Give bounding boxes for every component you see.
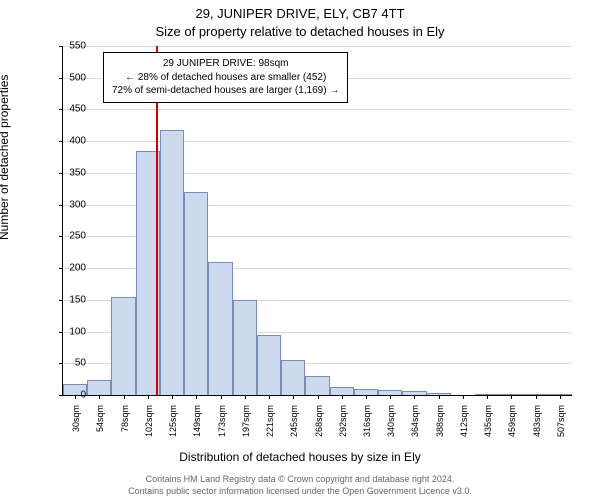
bar — [281, 360, 305, 395]
x-tick-label: 125sqm — [168, 405, 178, 445]
footer-line2: Contains public sector information licen… — [0, 486, 600, 496]
y-tick-label: 250 — [56, 231, 86, 242]
x-tick-mark — [196, 395, 197, 399]
annotation-box: 29 JUNIPER DRIVE: 98sqm ← 28% of detache… — [103, 52, 348, 103]
x-tick-mark — [124, 395, 125, 399]
x-tick-mark — [366, 395, 367, 399]
footer-line1: Contains HM Land Registry data © Crown c… — [0, 474, 600, 484]
x-tick-label: 435sqm — [483, 405, 493, 445]
bar — [184, 192, 208, 395]
x-tick-label: 268sqm — [314, 405, 324, 445]
x-tick-mark — [318, 395, 319, 399]
x-tick-label: 459sqm — [507, 405, 517, 445]
x-tick-mark — [148, 395, 149, 399]
y-tick-label: 550 — [56, 41, 86, 52]
x-tick-label: 245sqm — [289, 405, 299, 445]
x-tick-mark — [536, 395, 537, 399]
x-tick-label: 292sqm — [338, 405, 348, 445]
x-tick-label: 412sqm — [459, 405, 469, 445]
x-tick-mark — [342, 395, 343, 399]
y-tick-label: 0 — [56, 390, 86, 401]
x-tick-mark — [269, 395, 270, 399]
x-tick-mark — [560, 395, 561, 399]
y-tick-label: 500 — [56, 72, 86, 83]
bar — [305, 376, 329, 395]
y-tick-label: 400 — [56, 136, 86, 147]
x-tick-label: 30sqm — [71, 405, 81, 445]
chart-container: 29, JUNIPER DRIVE, ELY, CB7 4TT Size of … — [0, 0, 600, 500]
bar — [87, 380, 111, 395]
x-tick-mark — [172, 395, 173, 399]
y-tick-label: 150 — [56, 294, 86, 305]
bar — [257, 335, 281, 395]
x-tick-mark — [245, 395, 246, 399]
y-axis-label: Number of detached properties — [0, 75, 11, 240]
x-tick-label: 102sqm — [144, 405, 154, 445]
x-tick-label: 221sqm — [265, 405, 275, 445]
bar — [111, 297, 135, 395]
x-tick-label: 316sqm — [362, 405, 372, 445]
x-tick-label: 388sqm — [435, 405, 445, 445]
x-tick-mark — [439, 395, 440, 399]
bar — [233, 300, 257, 395]
annotation-line3: 72% of semi-detached houses are larger (… — [112, 84, 339, 98]
x-tick-label: 364sqm — [410, 405, 420, 445]
chart-title-line1: 29, JUNIPER DRIVE, ELY, CB7 4TT — [0, 6, 600, 21]
annotation-line2: ← 28% of detached houses are smaller (45… — [112, 71, 339, 85]
x-tick-label: 340sqm — [386, 405, 396, 445]
y-tick-label: 300 — [56, 199, 86, 210]
plot-area: 29 JUNIPER DRIVE: 98sqm ← 28% of detache… — [62, 46, 572, 396]
x-tick-label: 507sqm — [556, 405, 566, 445]
annotation-line1: 29 JUNIPER DRIVE: 98sqm — [112, 57, 339, 71]
x-tick-mark — [487, 395, 488, 399]
x-tick-label: 149sqm — [192, 405, 202, 445]
bar — [208, 262, 232, 395]
x-tick-label: 54sqm — [95, 405, 105, 445]
x-tick-mark — [221, 395, 222, 399]
x-axis-label: Distribution of detached houses by size … — [0, 450, 600, 464]
x-tick-mark — [463, 395, 464, 399]
gridline — [63, 46, 572, 47]
y-tick-label: 100 — [56, 326, 86, 337]
gridline — [63, 109, 572, 110]
x-tick-label: 197sqm — [241, 405, 251, 445]
y-tick-label: 200 — [56, 263, 86, 274]
x-tick-label: 483sqm — [532, 405, 542, 445]
bar — [330, 387, 354, 395]
gridline — [63, 141, 572, 142]
y-tick-label: 350 — [56, 167, 86, 178]
x-tick-mark — [511, 395, 512, 399]
y-tick-label: 50 — [56, 358, 86, 369]
x-tick-mark — [390, 395, 391, 399]
x-tick-label: 78sqm — [120, 405, 130, 445]
x-tick-mark — [99, 395, 100, 399]
chart-title-line2: Size of property relative to detached ho… — [0, 24, 600, 39]
bar — [160, 130, 184, 395]
x-tick-label: 173sqm — [217, 405, 227, 445]
y-tick-label: 450 — [56, 104, 86, 115]
x-tick-mark — [293, 395, 294, 399]
x-tick-mark — [414, 395, 415, 399]
